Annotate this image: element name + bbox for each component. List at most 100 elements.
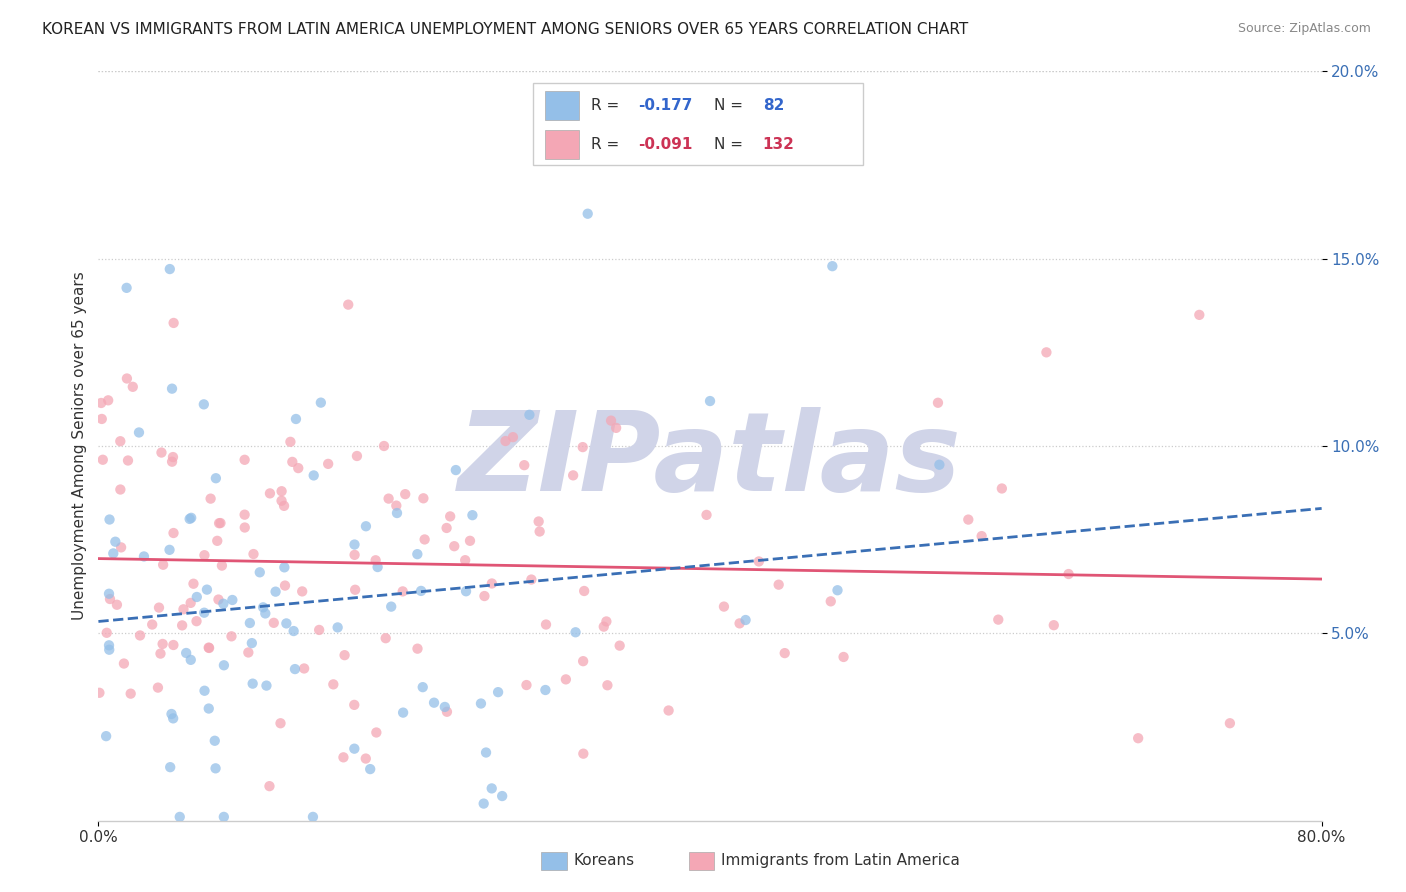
Point	[193, 683, 215, 698]
Point	[554, 673, 576, 687]
Point	[98, 642, 121, 657]
Point	[284, 662, 307, 676]
Point	[699, 394, 721, 409]
Point	[207, 592, 229, 607]
Point	[280, 434, 302, 449]
Point	[180, 511, 202, 525]
Point	[276, 616, 298, 631]
Point	[242, 547, 264, 561]
Point	[470, 697, 492, 711]
Point	[162, 526, 184, 541]
Point	[105, 598, 128, 612]
Point	[821, 259, 844, 273]
Point	[439, 509, 461, 524]
Point	[174, 646, 197, 660]
Text: Source: ZipAtlas.com: Source: ZipAtlas.com	[1237, 22, 1371, 36]
Point	[343, 537, 366, 551]
Point	[461, 508, 484, 523]
Point	[97, 393, 120, 408]
Point	[385, 506, 408, 520]
Text: -0.177: -0.177	[638, 98, 692, 113]
Point	[283, 624, 305, 638]
Point	[491, 789, 513, 803]
Point	[117, 453, 139, 467]
Point	[132, 549, 155, 564]
Point	[380, 599, 402, 614]
Point	[957, 512, 980, 526]
Point	[146, 681, 169, 695]
Point	[212, 810, 235, 824]
Point	[160, 706, 183, 721]
Point	[444, 463, 467, 477]
Point	[259, 779, 281, 793]
Point	[169, 810, 191, 824]
Point	[343, 698, 366, 712]
Point	[928, 458, 950, 472]
Point	[208, 516, 231, 531]
Point	[515, 678, 537, 692]
Point	[148, 600, 170, 615]
Text: KOREAN VS IMMIGRANTS FROM LATIN AMERICA UNEMPLOYMENT AMONG SENIORS OVER 65 YEARS: KOREAN VS IMMIGRANTS FROM LATIN AMERICA …	[42, 22, 969, 37]
Point	[495, 434, 517, 448]
Point	[413, 533, 436, 547]
Point	[696, 508, 718, 522]
Point	[291, 584, 314, 599]
Point	[1188, 308, 1211, 322]
Point	[211, 558, 233, 573]
Point	[436, 521, 458, 535]
Point	[150, 445, 173, 459]
Point	[233, 508, 256, 522]
Point	[827, 583, 849, 598]
Point	[572, 747, 595, 761]
Point	[98, 592, 121, 607]
Point	[152, 558, 174, 572]
Point	[302, 810, 325, 824]
Point	[595, 615, 617, 629]
Point	[454, 553, 477, 567]
Point	[110, 541, 132, 555]
Point	[658, 704, 681, 718]
Point	[486, 685, 509, 699]
Point	[212, 597, 235, 611]
Point	[110, 483, 132, 497]
Point	[209, 516, 232, 530]
Point	[90, 396, 112, 410]
Point	[172, 602, 194, 616]
Point	[273, 560, 295, 574]
Point	[596, 678, 619, 692]
Point	[172, 618, 194, 632]
Point	[1219, 716, 1241, 731]
Text: Koreans: Koreans	[574, 854, 634, 868]
Point	[346, 449, 368, 463]
Point	[233, 520, 256, 534]
Point	[728, 616, 751, 631]
Point	[159, 262, 181, 277]
Point	[534, 683, 557, 698]
Point	[221, 629, 243, 643]
Point	[91, 452, 114, 467]
Point	[391, 584, 413, 599]
Point	[502, 430, 524, 444]
Point	[94, 729, 117, 743]
FancyBboxPatch shape	[546, 130, 579, 159]
Point	[274, 578, 297, 592]
Point	[238, 645, 260, 659]
Point	[292, 661, 315, 675]
Y-axis label: Unemployment Among Seniors over 65 years: Unemployment Among Seniors over 65 years	[72, 272, 87, 620]
Point	[103, 546, 125, 560]
Point	[359, 762, 381, 776]
Point	[316, 457, 339, 471]
Text: Immigrants from Latin America: Immigrants from Latin America	[721, 854, 960, 868]
Point	[343, 741, 366, 756]
Point	[832, 650, 855, 665]
Point	[200, 491, 222, 506]
Point	[115, 371, 138, 385]
Point	[713, 599, 735, 614]
Text: N =: N =	[714, 98, 748, 113]
Point	[193, 606, 215, 620]
Point	[281, 455, 304, 469]
Point	[197, 640, 219, 655]
Point	[374, 631, 396, 645]
Point	[571, 440, 593, 454]
Point	[162, 711, 184, 725]
